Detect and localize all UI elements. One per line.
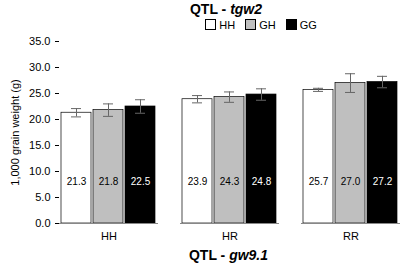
html-text:QTL - gw9.1: QTL - gw9.1 — [189, 247, 268, 263]
svg-text:25.0: 25.0 — [29, 87, 50, 99]
svg-text:21.3: 21.3 — [67, 176, 87, 187]
html-text:QTL - tgw2: QTL - tgw2 — [190, 1, 262, 17]
svg-text:35.0: 35.0 — [29, 35, 50, 47]
svg-text:HH: HH — [101, 230, 117, 242]
svg-text:21.8: 21.8 — [99, 176, 119, 187]
svg-text:24.8: 24.8 — [252, 176, 272, 187]
svg-text:10.0: 10.0 — [29, 165, 50, 177]
svg-text:HR: HR — [222, 230, 238, 242]
html-text:GG: GG — [299, 19, 317, 31]
svg-text:23.9: 23.9 — [188, 176, 208, 187]
svg-text:27.2: 27.2 — [373, 176, 393, 187]
svg-text:25.7: 25.7 — [309, 176, 329, 187]
svg-text:15.0: 15.0 — [29, 139, 50, 151]
svg-text:20.0: 20.0 — [29, 113, 50, 125]
html-text:HH: HH — [219, 19, 236, 31]
svg-text:27.0: 27.0 — [341, 176, 361, 187]
svg-text:5.0: 5.0 — [35, 191, 50, 203]
svg-text:24.3: 24.3 — [220, 176, 240, 187]
svg-text:0.0: 0.0 — [35, 217, 50, 229]
svg-text:1,000 grain weight (g): 1,000 grain weight (g) — [9, 79, 21, 185]
svg-text:RR: RR — [343, 230, 359, 242]
svg-text:22.5: 22.5 — [131, 176, 151, 187]
html-text:GH: GH — [259, 19, 276, 31]
svg-text:30.0: 30.0 — [29, 61, 50, 73]
